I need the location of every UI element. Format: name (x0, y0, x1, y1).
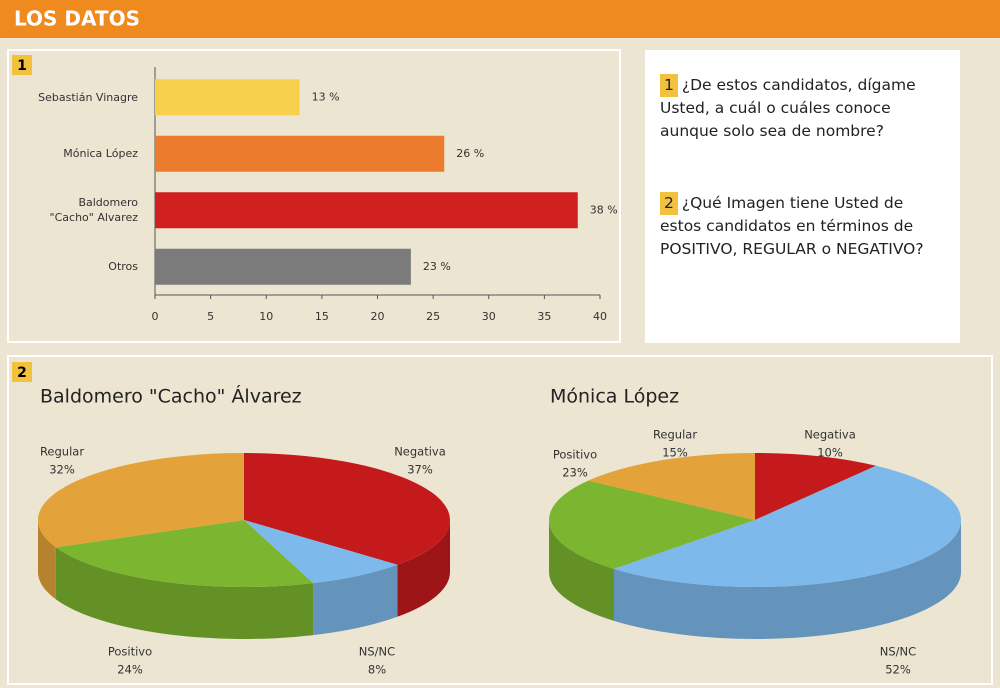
pie-side (313, 564, 398, 636)
pie-slice (244, 453, 450, 565)
x-tick-label: 25 (426, 310, 440, 323)
question-text: ¿De estos candidatos, dígame Usted, a cu… (660, 76, 916, 140)
section-number: 2 (17, 365, 27, 381)
bar (155, 248, 411, 285)
question-panel (645, 50, 960, 343)
value-label: 23 % (423, 260, 451, 273)
x-tick-label: 0 (152, 310, 159, 323)
section-badge (12, 362, 32, 382)
slice-value: 24% (117, 663, 143, 677)
slice-value: 37% (407, 463, 433, 477)
section-badge (12, 55, 32, 75)
pie-side (55, 547, 314, 639)
slice-value: 52% (885, 663, 911, 677)
x-tick-label: 35 (537, 310, 551, 323)
slice-label: Positivo (108, 645, 152, 659)
bar (155, 192, 578, 229)
x-tick-label: 10 (259, 310, 273, 323)
x-tick-label: 30 (482, 310, 496, 323)
slice-label: Negativa (804, 428, 856, 442)
pie-slice (755, 453, 877, 520)
pie-title: Mónica López (550, 386, 679, 408)
section-number: 1 (17, 58, 27, 74)
question-text: ¿Qué Imagen tiene Usted de estos candida… (660, 194, 924, 258)
header-title: LOS DATOS (14, 7, 140, 31)
value-label: 26 % (456, 147, 484, 160)
panel (7, 49, 621, 343)
x-tick-label: 15 (315, 310, 329, 323)
slice-label: NS/NC (880, 645, 916, 659)
pie-side (549, 520, 614, 621)
y-tick-label: Baldomero "Cacho" Alvarez (49, 196, 138, 225)
value-label: 38 % (590, 203, 618, 216)
bar (155, 135, 445, 172)
question: 2 ¿Qué Imagen tiene Usted de estos candid… (660, 192, 940, 261)
slice-value: 23% (562, 466, 588, 480)
header-bar (0, 0, 1000, 38)
question: 1 ¿De estos candidatos, dígame Usted, a c… (660, 74, 940, 143)
slice-value: 32% (49, 463, 75, 477)
x-tick-label: 20 (371, 310, 385, 323)
pie-slice (55, 520, 314, 587)
slice-label: Positivo (553, 448, 597, 462)
question-number: 1 (660, 74, 678, 97)
slice-value: 8% (368, 663, 386, 677)
slice-value: 10% (817, 446, 843, 460)
panel (7, 355, 993, 685)
question-number: 2 (660, 192, 678, 215)
pie-slice (37, 452, 244, 548)
pie-slice (588, 453, 755, 520)
slice-label: Regular (40, 445, 84, 459)
slice-label: Regular (653, 428, 697, 442)
y-tick-label: Otros (108, 260, 138, 274)
y-tick-label: Mónica López (63, 147, 138, 161)
slice-label: NS/NC (359, 645, 395, 659)
slice-label: Negativa (394, 445, 446, 459)
y-tick-label: Sebastián Vinagre (38, 90, 138, 104)
bar (155, 79, 300, 116)
slice-value: 15% (662, 446, 688, 460)
value-label: 13 % (312, 90, 340, 103)
pie-side (613, 520, 961, 639)
pie-title: Baldomero "Cacho" Álvarez (40, 385, 302, 408)
pie-side (397, 520, 450, 617)
x-tick-label: 5 (207, 310, 214, 323)
pie-slice (549, 480, 755, 569)
pie-slice (613, 465, 962, 588)
pie-slice (244, 520, 398, 584)
x-tick-label: 40 (593, 310, 607, 323)
pie-side (38, 520, 56, 600)
